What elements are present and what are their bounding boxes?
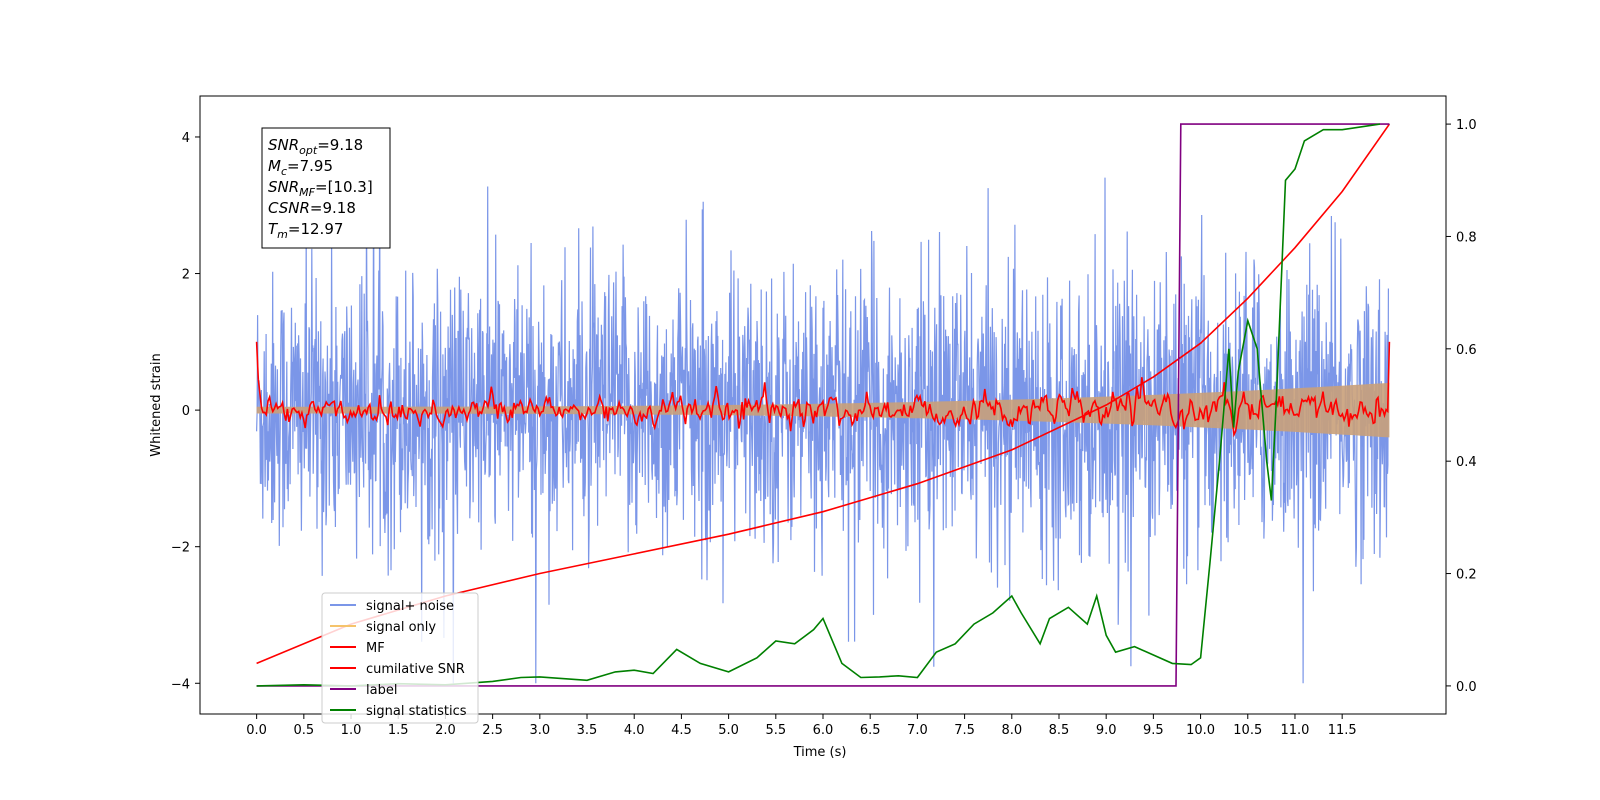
- x-tick-label: 10.0: [1186, 723, 1215, 738]
- annotation-line: SNRopt=9.18: [268, 136, 363, 157]
- y-axis-left: −4 −2 0 2 4: [171, 131, 200, 692]
- x-tick-label: 0.5: [293, 723, 314, 738]
- x-tick-label: 10.5: [1233, 723, 1262, 738]
- annotation-line: Mc=7.95: [268, 157, 333, 178]
- x-tick-label: 6.5: [860, 723, 881, 738]
- x-tick-label: 11.5: [1328, 723, 1357, 738]
- x-tick-label: 7.5: [954, 723, 975, 738]
- legend-label: signal statistics: [366, 704, 467, 719]
- y-tick-label-left: −4: [171, 677, 190, 692]
- y-tick-label-right: 0.4: [1456, 455, 1477, 470]
- x-tick-label: 1.5: [388, 723, 409, 738]
- y-tick-label-right: 0.0: [1456, 680, 1477, 695]
- x-tick-label: 8.0: [1001, 723, 1022, 738]
- series-mf: [255, 341, 1391, 438]
- legend-label: label: [366, 683, 397, 698]
- x-tick-label: 2.5: [482, 723, 503, 738]
- x-tick-label: 4.0: [624, 723, 645, 738]
- x-tick-label: 6.0: [813, 723, 834, 738]
- x-tick-label: 2.0: [435, 723, 456, 738]
- x-axis-label: Time (s): [793, 745, 847, 760]
- y-tick-label-left: 2: [182, 268, 190, 283]
- x-tick-label: 3.0: [529, 723, 550, 738]
- y-axis-label: Whitened strain: [149, 353, 164, 456]
- legend: signal+ noise signal only MF cumilative SNR…: [321, 592, 479, 724]
- series-signal-noise: [256, 150, 1389, 684]
- x-tick-label: 4.5: [671, 723, 692, 738]
- x-tick-label: 0.0: [246, 723, 267, 738]
- legend-label: cumilative SNR: [366, 662, 465, 677]
- x-tick-label: 1.0: [341, 723, 362, 738]
- y-tick-label-right: 0.6: [1456, 343, 1477, 358]
- series-label: [256, 123, 1390, 687]
- legend-label: signal only: [366, 620, 436, 635]
- annotation-line: SNRMF=[10.3]: [268, 178, 373, 199]
- x-tick-label: 5.5: [765, 723, 786, 738]
- y-tick-label-right: 0.2: [1456, 568, 1477, 583]
- x-tick-label: 7.0: [907, 723, 928, 738]
- y-tick-label-left: 0: [182, 404, 190, 419]
- legend-label: signal+ noise: [366, 599, 454, 614]
- y-tick-label-right: 0.8: [1456, 230, 1477, 245]
- x-axis: 0.0 0.5 1.0 1.5 2.0 2.5 3.0 3.5 4.0 4.5 5.0 5.5 6.0 6…: [246, 714, 1357, 738]
- y-tick-label-left: −2: [171, 541, 190, 556]
- x-tick-label: 11.0: [1280, 723, 1309, 738]
- annotation-line: Tm=12.97: [268, 220, 343, 241]
- x-tick-label: 9.5: [1143, 723, 1164, 738]
- x-tick-label: 3.5: [577, 723, 598, 738]
- series-cumulative-snr: [256, 123, 1391, 665]
- y-axis-right: 0.0 0.2 0.4 0.6 0.8 1.0: [1446, 118, 1477, 695]
- y-tick-label-right: 1.0: [1456, 118, 1477, 133]
- x-tick-label: 8.5: [1049, 723, 1070, 738]
- series-signal-only: [256, 382, 1390, 438]
- annotation-line: CSNR=9.18: [268, 199, 356, 217]
- legend-label: MF: [366, 641, 385, 656]
- series-signal-statistics: [256, 123, 1381, 687]
- plot-area: [255, 123, 1391, 687]
- x-tick-label: 9.0: [1096, 723, 1117, 738]
- x-tick-label: 5.0: [718, 723, 739, 738]
- y-tick-label-left: 4: [182, 131, 190, 146]
